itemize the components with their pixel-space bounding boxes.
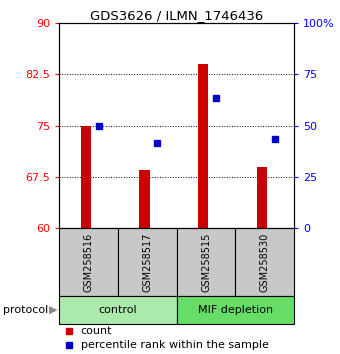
Text: ▶: ▶ [49, 305, 58, 315]
Text: count: count [81, 326, 112, 336]
Text: protocol: protocol [3, 305, 49, 315]
Bar [59, 228, 118, 296]
Text: GSM258515: GSM258515 [201, 232, 211, 292]
Text: MIF depletion: MIF depletion [198, 305, 273, 315]
Bar [59, 296, 177, 324]
Text: control: control [99, 305, 137, 315]
Bar [198, 64, 208, 228]
Bar [235, 228, 294, 296]
Bar [257, 167, 267, 228]
Bar [177, 228, 235, 296]
Title: GDS3626 / ILMN_1746436: GDS3626 / ILMN_1746436 [90, 9, 264, 22]
Text: percentile rank within the sample: percentile rank within the sample [81, 339, 269, 350]
Bar [81, 126, 91, 228]
Text: GSM258517: GSM258517 [142, 232, 152, 292]
Text: GSM258530: GSM258530 [260, 232, 270, 292]
Bar [118, 228, 177, 296]
Text: GSM258516: GSM258516 [84, 232, 94, 292]
Bar [139, 170, 150, 228]
Bar [177, 296, 294, 324]
